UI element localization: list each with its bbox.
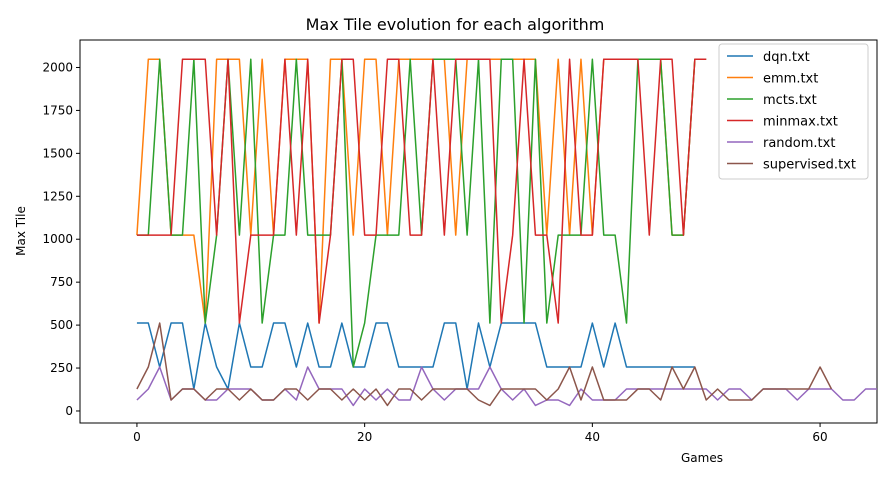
x-tick-label: 60	[812, 430, 827, 444]
y-tick-label: 1750	[42, 103, 73, 117]
series-layer	[136, 58, 877, 407]
x-tick-label: 40	[585, 430, 600, 444]
series-line-5	[136, 322, 833, 407]
y-axis-label: Max Tile	[14, 206, 28, 256]
y-tick-label: 1000	[42, 232, 73, 246]
chart-title: Max Tile evolution for each algorithm	[306, 15, 605, 34]
series-line-0	[136, 322, 695, 390]
x-axis: 0 20 40 60	[133, 423, 828, 444]
x-tick-label: 20	[357, 430, 372, 444]
legend-label-2: mcts.txt	[763, 93, 817, 108]
series-line-2	[136, 58, 707, 368]
legend-label-3: minmax.txt	[763, 115, 838, 130]
y-axis: 0 250 500 750 1000 1250 1500 1750 2000	[42, 60, 80, 418]
x-axis-label: Games	[681, 451, 723, 465]
series-line-4	[136, 366, 877, 407]
legend-label-0: dqn.txt	[763, 50, 810, 65]
legend-box	[718, 43, 869, 180]
legend: dqn.txt emm.txt mcts.txt minmax.txt random.t…	[718, 43, 869, 180]
legend-label-1: emm.txt	[763, 72, 818, 87]
x-tick-label: 0	[133, 430, 141, 444]
series-line-1	[136, 58, 696, 324]
y-tick-label: 1500	[42, 146, 73, 160]
series-line-3	[136, 58, 707, 324]
y-tick-label: 750	[50, 275, 73, 289]
y-tick-label: 250	[50, 361, 73, 375]
legend-label-4: random.txt	[763, 136, 835, 151]
y-tick-label: 0	[65, 404, 73, 418]
plot-area	[79, 39, 878, 424]
legend-label-5: supervised.txt	[763, 158, 856, 173]
y-tick-label: 500	[50, 318, 73, 332]
y-tick-label: 2000	[42, 60, 73, 74]
y-tick-label: 1250	[42, 189, 73, 203]
